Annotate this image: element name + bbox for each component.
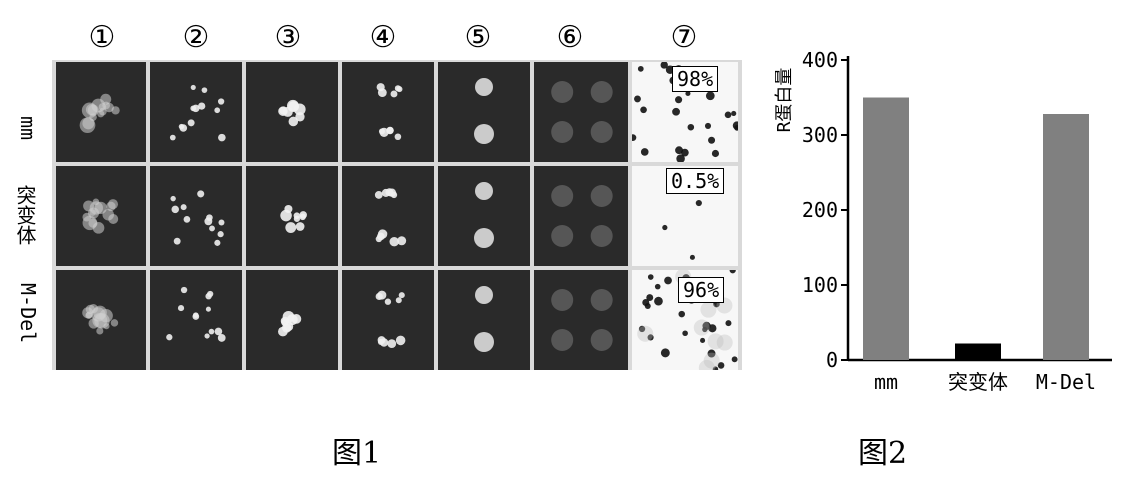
column-header-5: ⑤: [464, 20, 492, 55]
micrograph-cell: [438, 270, 530, 370]
bar-2: [955, 343, 1001, 360]
y-tick-label: 100: [802, 273, 838, 297]
column-header-4: ④: [369, 20, 397, 55]
micrograph-cell: [56, 270, 146, 370]
bar-chart: R蛋白量 0 100 200 300 400 mm 突变体 M-Del: [774, 48, 1112, 394]
y-tick-label: 300: [802, 123, 838, 147]
row-label-m-del: M-Del: [16, 282, 40, 344]
percentage-label-mutant: 0.5%: [666, 168, 725, 194]
percentage-label-mm: 98%: [672, 66, 719, 92]
column-header-6: ⑥: [556, 20, 584, 55]
percentage-label-m-del: 96%: [678, 277, 725, 303]
micrograph-cell: [342, 166, 434, 266]
bar-3: [1043, 114, 1089, 360]
figure-2: R蛋白量 0 100 200 300 400 mm 突变体 M-Del 图2: [760, 0, 1130, 483]
x-category-label: 突变体: [948, 370, 1008, 394]
micrograph-cell: [246, 166, 338, 266]
y-axis-label: R蛋白量: [774, 68, 795, 133]
micrograph-cell: [150, 166, 242, 266]
column-header-7: ⑦: [670, 20, 698, 55]
micrograph-cell: [150, 62, 242, 162]
x-category-label: M-Del: [1036, 370, 1096, 394]
figure-1-caption: 图1: [332, 436, 382, 471]
row-label-mutant: 突变体: [13, 185, 37, 245]
micrograph-cell: [534, 270, 628, 370]
micrograph-cell: [150, 270, 242, 370]
column-header-1: ①: [88, 20, 116, 55]
y-tick-label: 200: [802, 198, 838, 222]
micrograph-cell: [246, 270, 338, 370]
micrograph-cell: [438, 62, 530, 162]
x-category-label: mm: [874, 370, 898, 394]
figure-1: ① ② ③ ④ ⑤ ⑥ ⑦ mm 突变体 M-Del 98% 0.5% 96% …: [13, 20, 742, 471]
micrograph-cell: [56, 166, 146, 266]
column-header-3: ③: [274, 20, 302, 55]
column-header-2: ②: [182, 20, 210, 55]
micrograph-cell: [246, 62, 338, 162]
micrograph-cell: [342, 270, 434, 370]
figure-2-caption: 图2: [858, 436, 908, 471]
micrograph-cell: [56, 62, 146, 162]
y-tick-label: 0: [826, 348, 838, 372]
row-label-mm: mm: [16, 115, 40, 141]
bar-1: [863, 97, 909, 360]
micrograph-cell: [342, 62, 434, 162]
micrograph-cell: [534, 166, 628, 266]
micrograph-cell: [534, 62, 628, 162]
microscopy-grid: [52, 60, 742, 370]
micrograph-cell: [438, 166, 530, 266]
y-tick-label: 400: [802, 48, 838, 72]
